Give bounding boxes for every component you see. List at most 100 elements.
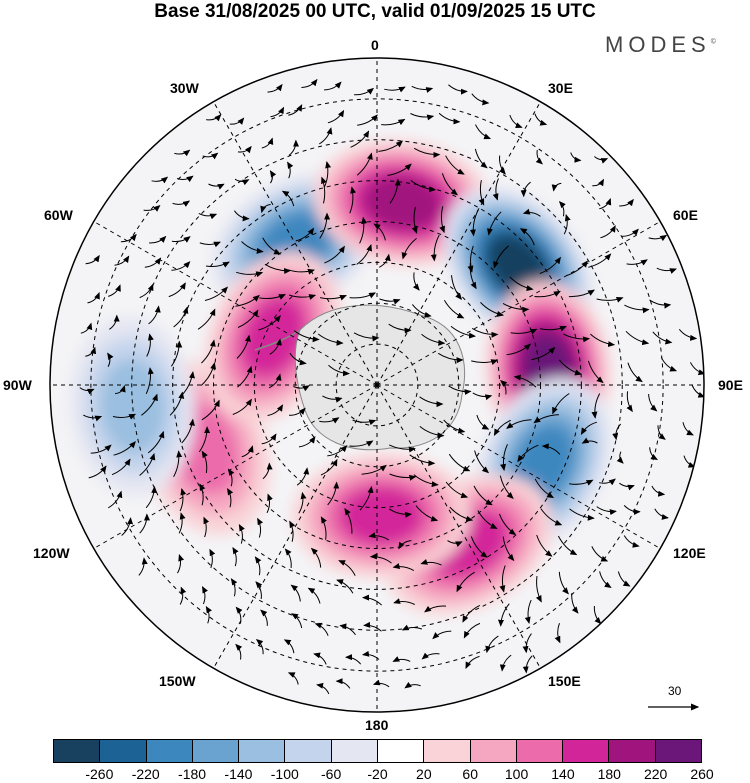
wind-arrow	[472, 392, 493, 401]
wind-arrow	[138, 557, 148, 576]
latitude-circle	[90, 98, 664, 672]
wind-arrow	[419, 396, 444, 408]
wind-arrow	[363, 621, 382, 632]
wind-arrow	[229, 117, 245, 125]
wind-arrow	[261, 137, 274, 149]
wind-arrow	[535, 576, 542, 603]
wind-arrow	[477, 510, 498, 529]
wind-arrow	[237, 145, 252, 154]
wind-arrow	[173, 450, 183, 478]
wind-arrow	[146, 333, 154, 357]
wind-arrow	[260, 609, 268, 626]
wind-arrow	[264, 263, 292, 274]
wind-arrow	[328, 364, 350, 377]
wind-arrow	[197, 308, 216, 330]
wind-arrow	[678, 328, 698, 341]
wind-arrow	[237, 365, 253, 388]
lon-label-150w: 150W	[159, 673, 196, 689]
wind-arrow	[401, 238, 417, 260]
wind-arrow	[451, 275, 463, 300]
wind-arrow	[87, 291, 100, 304]
wind-arrow	[288, 294, 317, 300]
wind-arrow	[474, 148, 488, 169]
wind-arrow	[648, 393, 658, 412]
wind-arrow	[517, 444, 539, 463]
wind-arrow	[487, 211, 502, 236]
wind-arrow	[473, 485, 493, 506]
wind-arrow	[168, 282, 186, 298]
wind-arrow	[588, 253, 612, 268]
wind-arrow	[368, 532, 389, 541]
lon-label-180: 180	[365, 717, 389, 733]
wind-arrow	[235, 294, 260, 307]
wind-arrow	[682, 422, 694, 436]
wind-arrow	[83, 414, 103, 422]
wind-arrow	[226, 487, 234, 508]
wind-arrow	[569, 508, 595, 521]
wind-arrow	[350, 130, 370, 148]
wind-arrow	[506, 343, 532, 356]
wind-arrow	[471, 93, 490, 106]
wind-arrow	[649, 299, 672, 309]
wind-arrow	[424, 605, 447, 613]
wind-arrow	[480, 302, 505, 317]
wind-arrow	[476, 414, 490, 430]
wind-arrow	[493, 245, 509, 269]
wind-arrow	[293, 330, 320, 343]
wind-arrow	[289, 352, 307, 366]
wind-arrow	[493, 419, 511, 436]
wind-arrow	[151, 176, 169, 184]
wind-arrow	[654, 508, 669, 520]
wind-arrow	[319, 212, 331, 239]
wind-arrow	[356, 152, 373, 176]
wind-arrow	[338, 560, 356, 576]
wind-arrow	[513, 374, 537, 388]
wind-arrow	[143, 204, 161, 212]
lon-label-30e: 30E	[548, 80, 573, 96]
wind-arrow	[85, 254, 100, 265]
colorbar-tick-label: -140	[224, 766, 253, 782]
wind-arrow	[354, 87, 374, 96]
wind-arrow	[171, 236, 191, 243]
wind-arrow	[649, 447, 658, 460]
wind-arrow	[255, 638, 264, 655]
wind-arrow	[393, 598, 415, 605]
wind-arrow	[269, 170, 277, 184]
wind-arrow	[581, 437, 598, 444]
colorbar-tick-label: 100	[504, 766, 529, 782]
wind-arrow	[447, 540, 463, 548]
wind-arrow	[85, 346, 97, 357]
wind-arrow	[475, 124, 492, 140]
wind-arrow	[596, 296, 624, 303]
wind-arrow	[201, 450, 208, 474]
wind-arrow	[598, 478, 616, 486]
wind-arrow	[339, 623, 356, 636]
lon-label-150e: 150E	[548, 673, 581, 689]
wind-arrow	[287, 161, 294, 179]
wind-arrow	[320, 516, 327, 540]
wind-arrow	[448, 84, 468, 95]
wind-arrow	[421, 652, 440, 660]
wind-arrow	[257, 517, 264, 538]
wind-arrow	[437, 352, 464, 364]
wind-arrow	[410, 180, 437, 193]
wind-arrow	[439, 206, 445, 234]
wind-arrow	[625, 330, 650, 346]
wind-arrow	[381, 118, 406, 126]
wind-arrow	[362, 650, 380, 660]
wind-arrow	[177, 554, 185, 574]
colorbar-segment	[54, 740, 101, 762]
wind-arrow	[287, 268, 315, 275]
wind-arrow	[623, 535, 640, 548]
wind-arrow	[227, 468, 235, 487]
wind-arrow	[362, 594, 382, 606]
wind-arrow	[262, 462, 273, 480]
wind-arrow	[492, 178, 499, 201]
wind-arrow	[349, 186, 357, 214]
wind-arrow	[203, 516, 210, 538]
wind-arrow	[474, 450, 490, 474]
wind-arrow	[327, 481, 340, 506]
wind-arrow	[139, 513, 151, 534]
wind-arrow	[324, 81, 342, 91]
wind-arrow	[108, 490, 123, 509]
